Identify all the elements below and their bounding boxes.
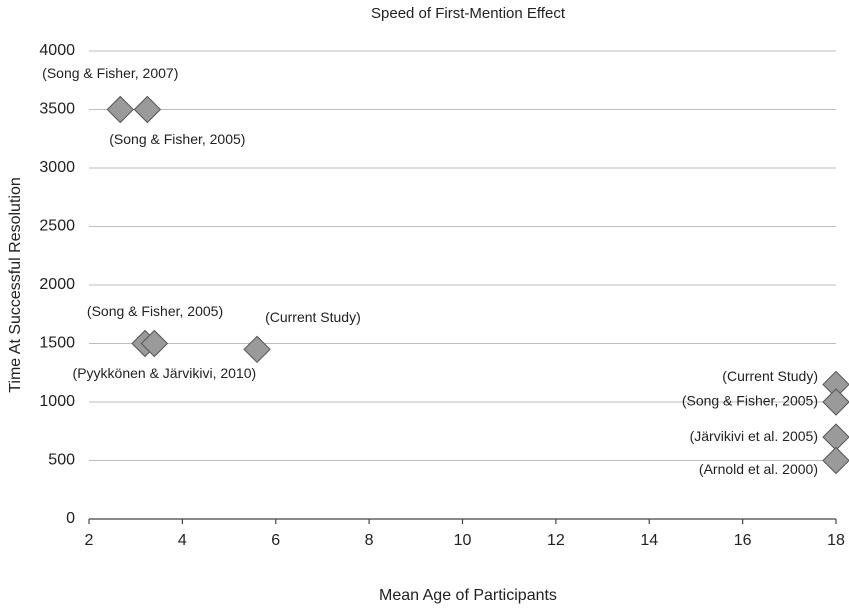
x-tick-label: 18 (827, 532, 845, 549)
point-label: (Song & Fisher, 2005) (87, 303, 223, 319)
x-tick-label: 10 (454, 532, 472, 549)
point (822, 423, 849, 451)
point (106, 95, 134, 124)
x-tick-label: 12 (547, 532, 565, 549)
point (822, 446, 849, 475)
y-tick-label: 3000 (39, 159, 75, 176)
point-label: (Current Study) (722, 368, 818, 384)
x-tick-label: 8 (365, 532, 374, 549)
y-tick-label: 0 (66, 510, 75, 527)
x-tick-label: 2 (85, 532, 94, 549)
point-label: (Pyykkönen & Järvikivi, 2010) (73, 365, 257, 381)
y-tick-label: 4000 (39, 42, 75, 59)
point (243, 335, 271, 364)
point-label: (Song & Fisher, 2007) (42, 65, 178, 81)
x-tick-label: 16 (734, 532, 752, 549)
point (822, 388, 849, 416)
y-tick-label: 1500 (39, 335, 75, 352)
y-tick-label: 3500 (39, 101, 75, 118)
y-tick-label: 2500 (39, 218, 75, 235)
point (133, 95, 162, 124)
x-axis-title: Mean Age of Participants (379, 587, 557, 604)
chart-title: Speed of First-Mention Effect (371, 5, 566, 22)
x-tick-label: 6 (271, 532, 280, 549)
point-label: (Järvikivi et al. 2005) (690, 428, 818, 444)
point-label: (Song & Fisher, 2005) (109, 131, 245, 147)
y-axis-title: Time At Successful Resolution (7, 177, 24, 393)
y-tick-label: 500 (48, 452, 75, 469)
point-label: (Current Study) (265, 309, 361, 325)
point-label: (Song & Fisher, 2005) (682, 393, 818, 409)
x-tick-label: 14 (640, 532, 658, 549)
point (140, 329, 169, 358)
point-label: (Arnold et al. 2000) (699, 461, 818, 477)
y-tick-label: 2000 (39, 276, 75, 293)
x-tick-label: 4 (178, 532, 187, 549)
y-tick-label: 1000 (39, 393, 75, 410)
